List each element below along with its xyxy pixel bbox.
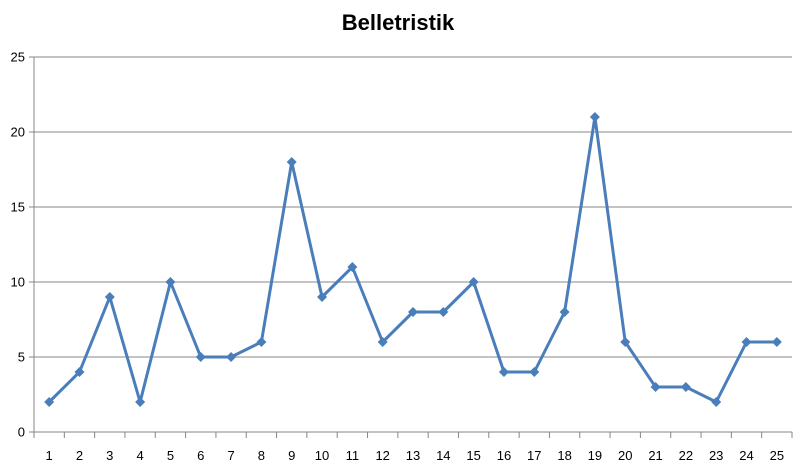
data-point-marker <box>317 292 328 302</box>
chart-title: Belletristik <box>342 10 455 35</box>
data-point-marker <box>711 397 722 407</box>
x-tick-label: 11 <box>346 448 360 463</box>
data-point-marker <box>468 277 479 287</box>
x-tick-label: 12 <box>375 448 389 463</box>
y-tick-label: 20 <box>11 125 25 140</box>
data-point-marker <box>286 157 297 167</box>
x-tick-label: 7 <box>227 448 234 463</box>
data-point-marker <box>620 337 631 347</box>
x-tick-label: 10 <box>315 448 329 463</box>
gridlines <box>34 56 792 358</box>
y-tick-label: 0 <box>18 425 25 440</box>
y-tick-label: 15 <box>11 200 25 215</box>
x-tick-label: 1 <box>46 448 53 463</box>
x-tick-label: 4 <box>137 448 144 463</box>
x-tick-label: 8 <box>258 448 265 463</box>
x-tick-label: 22 <box>679 448 693 463</box>
data-point-marker <box>165 277 176 287</box>
data-point-marker <box>104 292 115 302</box>
y-tick-label: 25 <box>11 50 25 65</box>
series-line <box>47 115 779 404</box>
data-point-marker <box>226 352 237 362</box>
x-tick-label: 18 <box>557 448 571 463</box>
data-point-marker <box>347 262 358 272</box>
data-point-marker <box>498 367 509 377</box>
series-layer <box>44 112 782 407</box>
x-tick-label: 9 <box>288 448 295 463</box>
x-tick-label: 17 <box>527 448 541 463</box>
data-point-marker <box>408 307 418 317</box>
x-tick-label: 21 <box>648 448 662 463</box>
x-tick-label: 16 <box>497 448 511 463</box>
x-tick-label: 2 <box>76 448 83 463</box>
x-tick-label: 13 <box>406 448 420 463</box>
y-tick-label: 5 <box>18 350 25 365</box>
x-tick-label: 24 <box>739 448 753 463</box>
x-tick-label: 5 <box>167 448 174 463</box>
data-point-marker <box>438 307 449 317</box>
x-tick-label: 14 <box>436 448 450 463</box>
y-axis-tick-labels: 0 5 10 15 20 25 <box>11 50 25 440</box>
data-point-marker <box>529 367 540 377</box>
data-point-marker <box>771 337 782 347</box>
data-point-marker <box>256 337 267 347</box>
data-point-marker <box>74 367 85 377</box>
data-point-marker <box>589 112 600 122</box>
x-tick-label: 19 <box>588 448 602 463</box>
data-point-marker <box>650 382 661 392</box>
x-tick-label: 15 <box>466 448 480 463</box>
data-point-marker <box>135 397 146 407</box>
data-point-marker <box>377 337 388 347</box>
data-point-marker <box>559 307 570 317</box>
x-tick-label: 3 <box>106 448 113 463</box>
axes <box>29 56 793 438</box>
data-point-marker <box>741 337 752 347</box>
data-point-marker <box>680 382 691 392</box>
y-tick-label: 10 <box>11 275 25 290</box>
x-tick-label: 25 <box>770 448 784 463</box>
x-tick-label: 23 <box>709 448 723 463</box>
data-point-marker <box>44 397 55 407</box>
x-axis-tick-labels: 1 2 3 4 5 6 7 8 9 10 11 12 13 14 15 16 17 18 19 20 21 22 23 24 2… <box>46 448 785 463</box>
data-point-marker <box>195 352 206 362</box>
x-tick-label: 20 <box>618 448 632 463</box>
x-tick-label: 6 <box>197 448 204 463</box>
